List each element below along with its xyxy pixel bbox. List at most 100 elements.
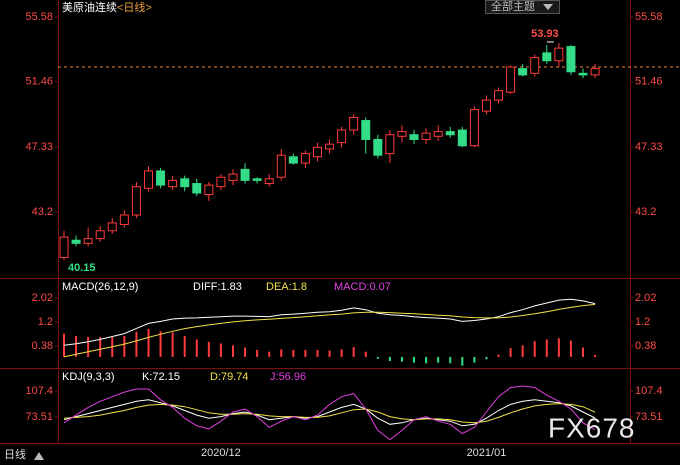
histogram-bar — [594, 354, 597, 357]
y-tick-label-left: 2.02 — [32, 292, 53, 304]
footer-period[interactable]: 日线 — [4, 447, 44, 461]
candle-body — [312, 146, 322, 158]
histogram-bar — [340, 349, 343, 357]
candle-body — [373, 138, 383, 156]
candle-body — [361, 120, 371, 140]
candle-body — [71, 239, 81, 244]
y-tick-label-right: 47.33 — [635, 141, 663, 153]
series-line — [63, 399, 596, 427]
legend-name: DIFF: — [193, 281, 221, 293]
footer-label[interactable]: 日线 — [4, 447, 26, 461]
histogram-bar — [485, 356, 488, 360]
candle-body — [180, 178, 190, 188]
histogram-bar — [304, 349, 307, 357]
series-line — [63, 385, 596, 441]
y-tick-label-right: 73.51 — [635, 411, 663, 423]
y-tick-label-left: 107.4 — [25, 385, 53, 397]
histogram-bar — [219, 343, 222, 357]
footer-arrow — [34, 452, 44, 460]
panel-legend: MACD(26,12,9) DIFF:1.83 DEA:1.8 MACD:0.07 — [62, 281, 391, 293]
instrument-name: 美原油连续 — [62, 0, 117, 14]
panel-title: MACD(26,12,9) — [62, 281, 138, 293]
series-line — [63, 403, 596, 424]
candle-body — [530, 57, 540, 74]
legend-name: D: — [210, 371, 221, 383]
candle-body — [83, 238, 93, 244]
histogram-bar — [364, 351, 367, 357]
legend-value: 72.15 — [152, 371, 180, 383]
legend-name: K: — [142, 371, 152, 383]
y-tick-label-right: 43.2 — [635, 206, 656, 218]
histogram-bar — [183, 335, 186, 357]
y-tick-label-right: 55.58 — [635, 11, 663, 23]
candle-body — [228, 173, 238, 181]
candle-body — [107, 222, 117, 232]
candle-body — [264, 178, 274, 185]
y-tick-label-right: 1.2 — [635, 316, 650, 328]
candle-body — [421, 132, 431, 140]
y-tick-label-left: 43.2 — [32, 206, 53, 218]
histogram-bar — [256, 349, 259, 357]
histogram-bar — [449, 356, 452, 364]
legend-value: 1.83 — [221, 281, 242, 293]
candle-body — [518, 68, 528, 76]
histogram-bar — [473, 356, 476, 363]
theme-button-box[interactable] — [485, 0, 560, 14]
x-tick-label: 2020/12 — [201, 447, 241, 459]
candle-body — [276, 154, 286, 178]
candle-body — [204, 184, 214, 196]
histogram-bar — [521, 345, 524, 357]
legend-value: 1.8 — [292, 281, 307, 293]
frame — [0, 0, 680, 444]
candle-body — [349, 116, 359, 131]
y-tick-label-left: 73.51 — [25, 411, 53, 423]
candle-body — [119, 214, 129, 225]
legend-value: 56.96 — [279, 371, 307, 383]
candle-body — [143, 170, 153, 189]
x-tick-label: 2021/01 — [467, 447, 507, 459]
histogram-bar — [244, 347, 247, 357]
candle-body — [216, 176, 226, 188]
histogram-bar — [147, 328, 150, 357]
y-tick-label-right: 2.02 — [635, 292, 656, 304]
low-label: 40.15 — [68, 262, 96, 274]
candle-body — [542, 52, 552, 62]
series-line — [63, 303, 596, 358]
candle-body — [469, 109, 479, 147]
candle-body — [385, 134, 395, 155]
candle-body — [300, 153, 310, 164]
theme-button-label[interactable]: 全部主题 — [491, 0, 535, 13]
histogram-bar — [425, 356, 428, 364]
theme-button[interactable]: 全部主题 — [485, 0, 560, 14]
candle-body — [337, 129, 347, 144]
candle-body — [95, 230, 105, 240]
candle-body — [506, 66, 516, 93]
legend-name: DEA: — [266, 281, 292, 293]
panel-legend: KDJ(9,3,3) K:72.15 D:79.74 J:56.96 — [62, 371, 306, 383]
histogram-bar — [400, 356, 403, 362]
y-tick-label-right: 51.46 — [635, 76, 663, 88]
histogram-bar — [195, 339, 198, 357]
histogram-bar — [207, 341, 210, 357]
histogram-bar — [461, 356, 464, 366]
candle-body — [566, 46, 576, 73]
histogram-bar — [171, 332, 174, 357]
candle-body — [457, 129, 467, 147]
y-tick-label-right: 107.4 — [635, 385, 663, 397]
histogram-bar — [87, 337, 90, 357]
histogram-bar — [533, 341, 536, 357]
histogram-bar — [509, 348, 512, 357]
candle-body — [578, 72, 588, 76]
period-label: <日线> — [117, 0, 152, 14]
legend-name: MACD: — [334, 281, 369, 293]
histogram-bar — [545, 339, 548, 357]
watermark: FX678 — [548, 412, 636, 443]
histogram-bar — [388, 356, 391, 362]
y-tick-label-right: 0.38 — [635, 340, 656, 352]
histogram-bar — [569, 340, 572, 357]
histogram-bar — [280, 349, 283, 357]
candle-body — [325, 143, 335, 150]
candle-body — [59, 236, 69, 259]
candle-body — [240, 168, 250, 181]
